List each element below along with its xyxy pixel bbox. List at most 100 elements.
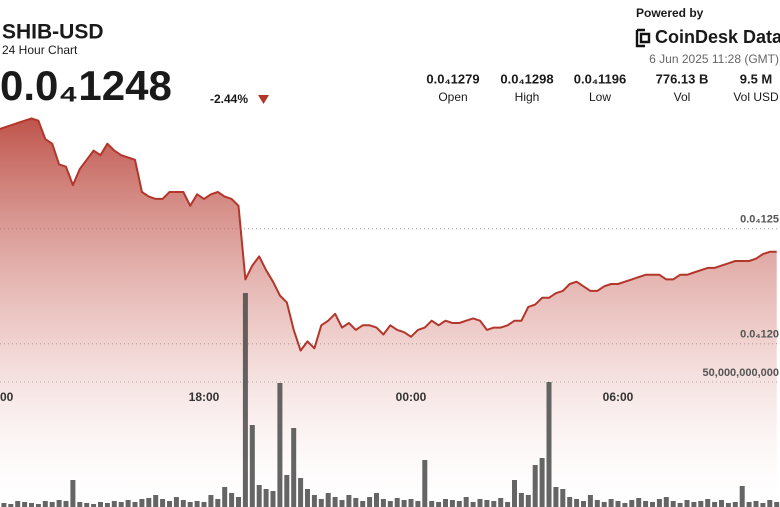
volume-bar (484, 500, 490, 507)
volume-bar (70, 480, 76, 507)
price-change: -2.44% (210, 92, 248, 106)
area-layer (0, 118, 777, 507)
stats: 0.0₄1279 Open 0.0₄1298 High 0.0₄1196 Low 776.1… (426, 71, 779, 104)
stat-value: 0.0₄1298 (500, 71, 553, 86)
volume-bar (104, 503, 110, 507)
symbol: SHIB-USD (2, 21, 104, 44)
volume-bar (394, 498, 400, 507)
volume-bar (491, 501, 497, 507)
volume-bar (691, 502, 697, 507)
volume-bar (505, 502, 511, 507)
volume-bar (567, 497, 573, 507)
volume-bar (56, 500, 62, 507)
volume-bar (270, 491, 276, 507)
volume-bar (594, 500, 600, 507)
volume-bar (222, 487, 228, 507)
volume-bar (436, 502, 442, 507)
volume-bar (746, 502, 752, 507)
volume-bar (187, 502, 193, 507)
down-arrow (258, 95, 269, 104)
volume-bar (463, 497, 469, 507)
volume-bar (456, 501, 462, 507)
volume-bar (525, 495, 531, 507)
volume-bar (574, 499, 580, 507)
stat-value: 776.13 B (656, 71, 709, 86)
volume-bar (539, 458, 545, 507)
volume-bar (125, 500, 131, 507)
stat-value: 9.5 M (740, 71, 773, 86)
timestamp: 6 Jun 2025 11:28 (GMT) (649, 52, 779, 66)
volume-bar (380, 499, 386, 507)
volume-bar (581, 501, 586, 507)
volume-bar (139, 499, 145, 507)
volume-bar (449, 500, 455, 507)
volume-bar (332, 497, 338, 507)
volume-bar (263, 489, 269, 507)
volume-bar (408, 499, 414, 507)
line-layer (0, 117, 777, 352)
stat-value: 0.0₄1196 (574, 71, 626, 86)
volume-bar (215, 499, 221, 507)
volume-bar (167, 501, 172, 507)
volume-bar (298, 478, 304, 507)
stat-label: Open (438, 90, 467, 104)
stat-label: Vol (674, 90, 691, 104)
volume-bar (774, 502, 780, 507)
volume-bar (236, 497, 241, 507)
volume-bar (470, 502, 476, 507)
volume-bar (173, 497, 179, 507)
volume-bar (229, 493, 235, 507)
volume-bar (650, 502, 655, 507)
volume-bar (374, 493, 379, 507)
volume-bar (601, 502, 607, 507)
x-tick-label: 18:00 (189, 390, 220, 404)
x-tick-label: 06:00 (603, 390, 634, 404)
volume-bar (77, 502, 83, 507)
volume-bar (256, 485, 262, 507)
price-area (0, 118, 777, 507)
volume-bar (553, 487, 559, 507)
volume-bar (643, 501, 649, 507)
volume-bar (91, 504, 97, 507)
volume-bar (719, 500, 724, 507)
volume-bar (663, 497, 669, 507)
volume-bar (242, 293, 248, 507)
volume-bar (180, 500, 186, 507)
volume-bar (670, 501, 676, 507)
volume-bar (498, 498, 504, 507)
subtitle: 24 Hour Chart (2, 43, 78, 57)
volume-bar (325, 493, 331, 507)
volume-bar (608, 499, 614, 507)
volume-bar (284, 475, 290, 507)
volume-bar (118, 502, 124, 507)
volume-bar (8, 504, 14, 507)
volume-bar (739, 486, 745, 507)
volume-bar (111, 501, 117, 507)
volume-bar (587, 495, 593, 507)
bar-layer (1, 293, 780, 507)
volume-bar (698, 501, 704, 507)
volume-bar (477, 499, 483, 507)
volume-bar (767, 500, 773, 507)
volume-bar (84, 503, 90, 507)
volume-bar (29, 503, 34, 507)
volume-bar (443, 499, 448, 507)
volume-bar (346, 495, 352, 507)
volume-bar (35, 504, 41, 507)
volume-bar (532, 465, 538, 507)
volume-bar (339, 500, 345, 507)
volume-bar (622, 503, 628, 507)
volume-bar (63, 501, 69, 507)
brand: CoinDesk Data (655, 27, 780, 47)
y-tick-label: 0.0₄125 (740, 214, 779, 226)
volume-bar (132, 502, 138, 507)
volume-bar (305, 489, 310, 507)
volume-bar (629, 500, 635, 507)
volume-bar (291, 428, 297, 507)
volume-bar (546, 382, 552, 507)
volume-bar (201, 502, 207, 507)
current-price: 0.0₄1248 (0, 62, 172, 109)
volume-bar (98, 502, 103, 507)
volume-bar (415, 501, 421, 507)
